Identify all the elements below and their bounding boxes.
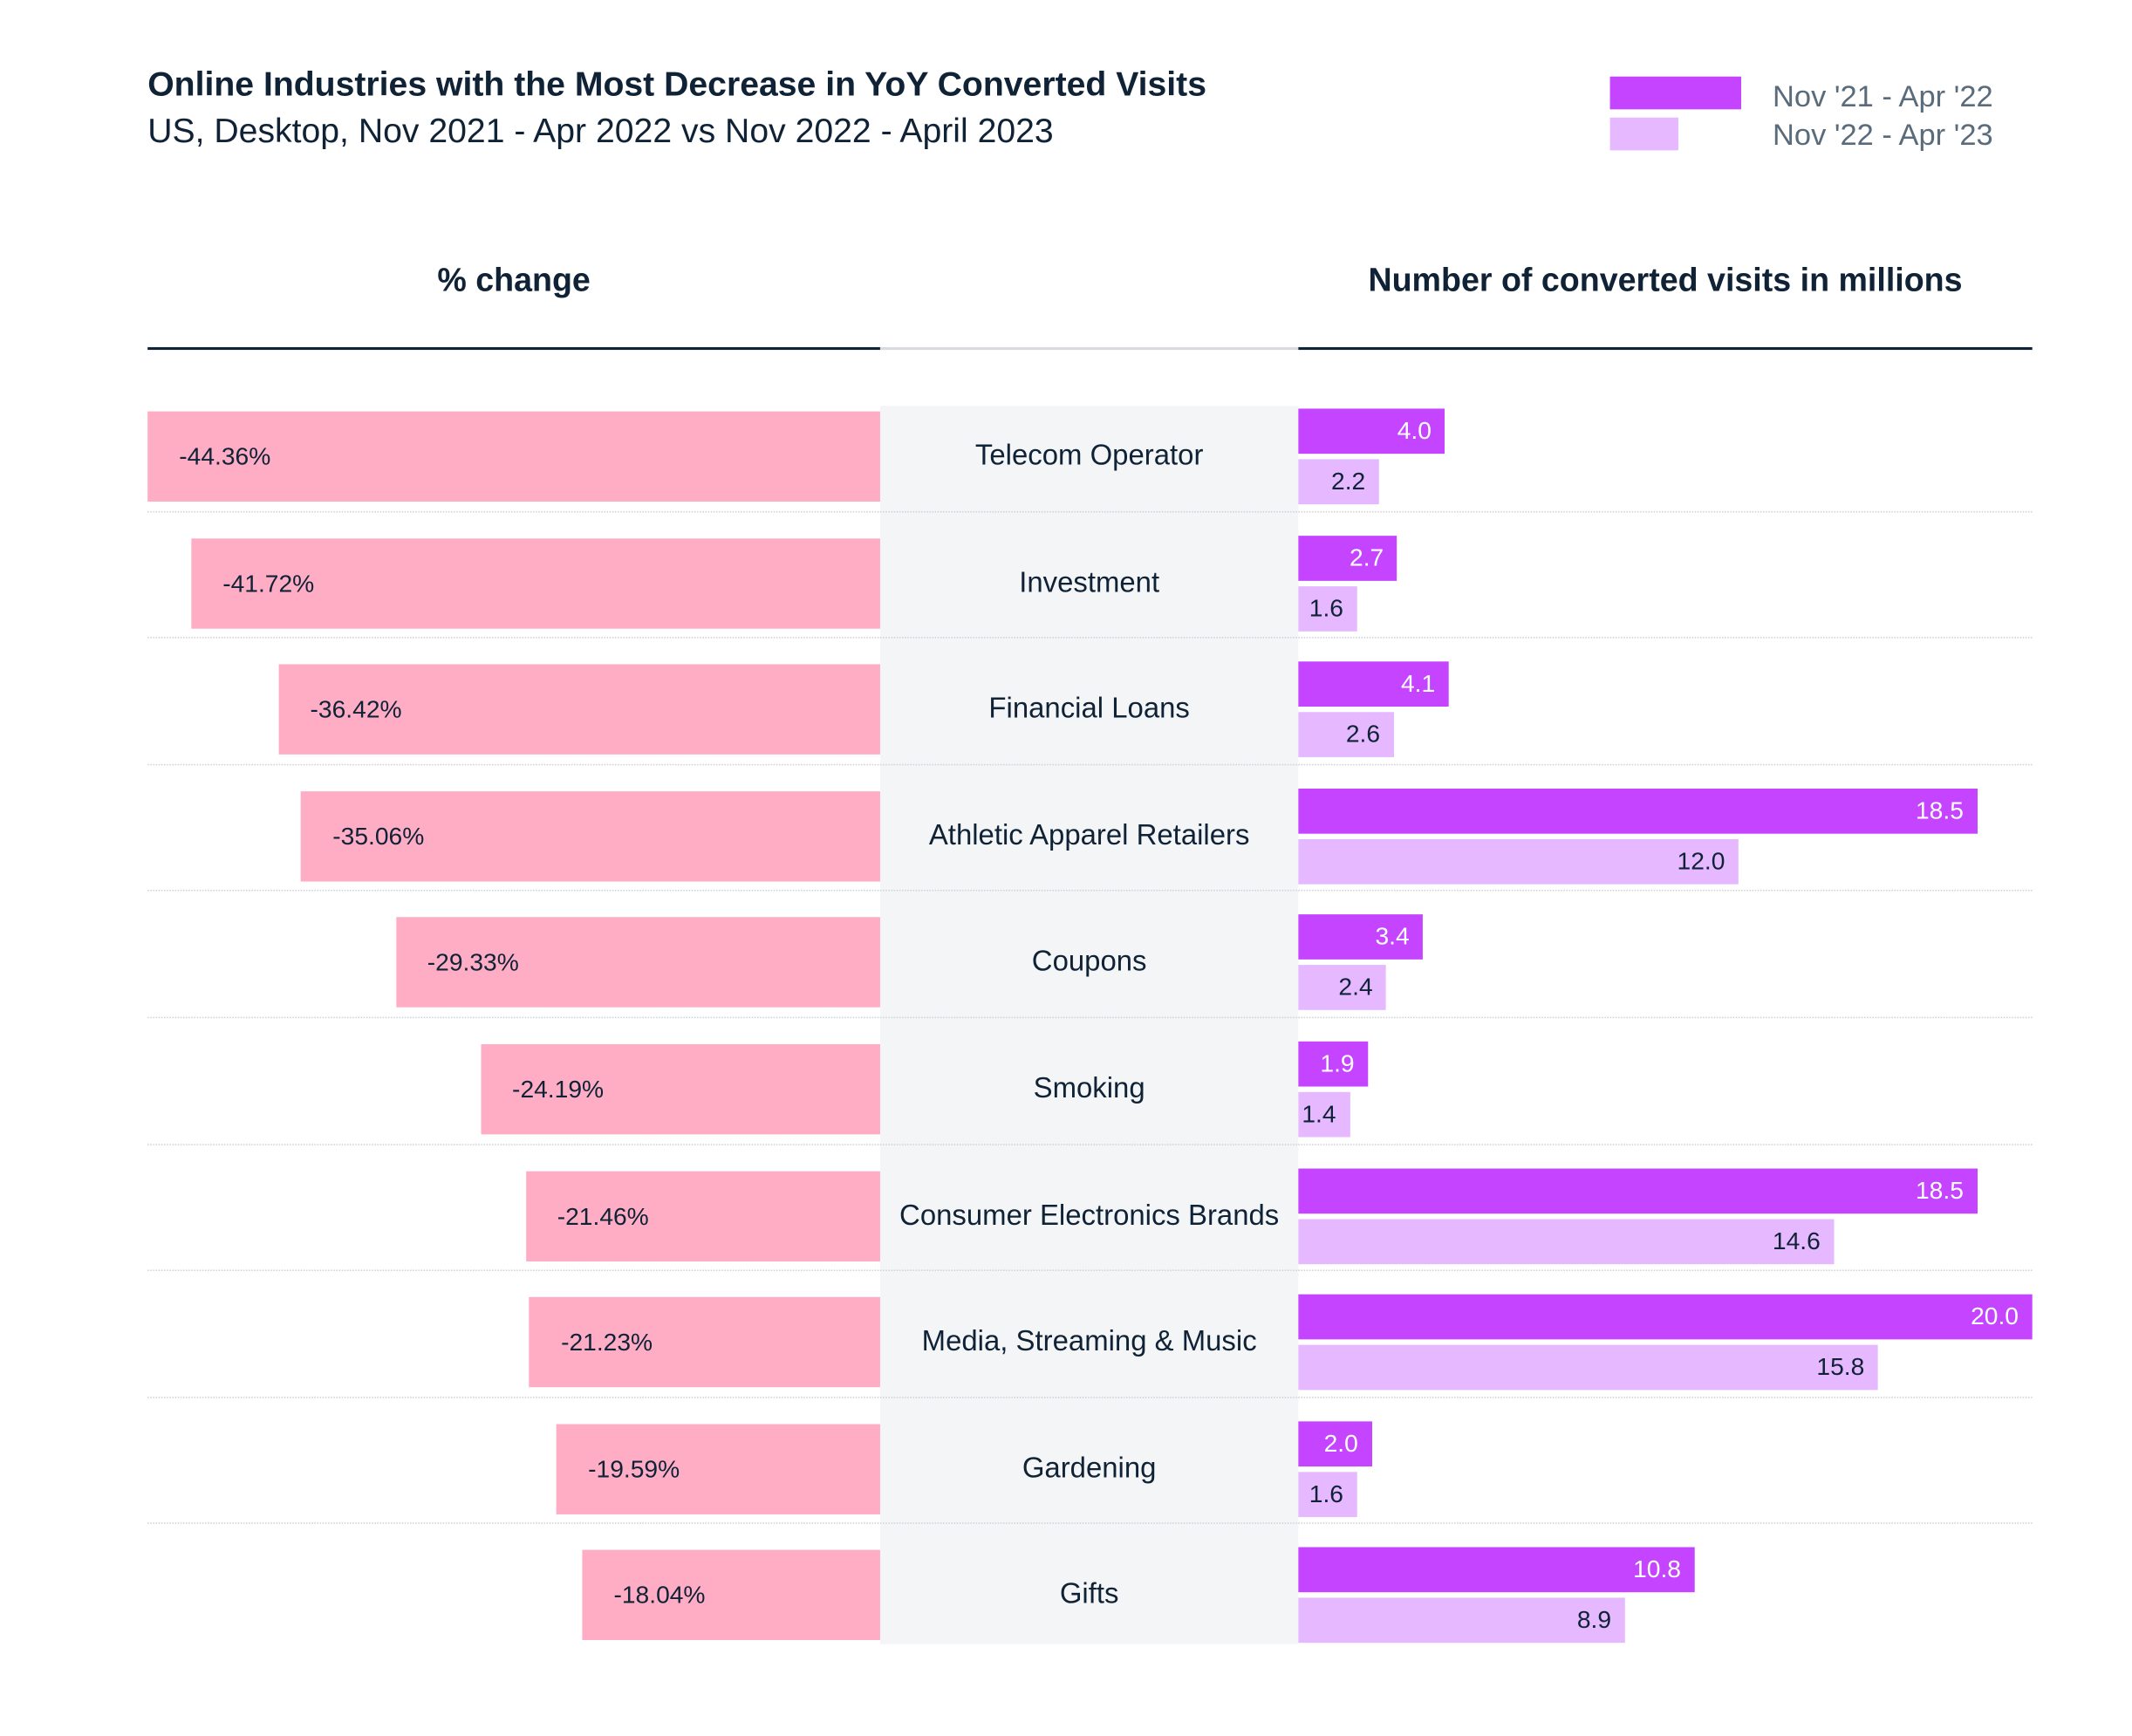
visits-bar-label: 3.4 [1375,923,1410,951]
left-panel-header: % change [437,262,591,300]
pct-change-bar [557,1424,880,1514]
pct-change-label: -18.04% [613,1582,706,1610]
chart-title: Online Industries with the Most Decrease… [147,65,1207,105]
visits-bar-label: 15.8 [1816,1353,1865,1381]
visits-bar-label: 14.6 [1772,1227,1821,1254]
visits-bar-label: 10.8 [1633,1555,1681,1583]
pct-change-label: -41.72% [222,569,315,598]
pct-change-label: -36.42% [310,695,402,724]
visits-bar-label: 20.0 [1971,1302,2019,1330]
visits-bar-series-2: 1.4 [1298,1091,1350,1138]
visits-bar-series-1: 18.5 [1298,1167,1978,1213]
visits-bar-label: 12.0 [1677,847,1725,875]
row-separator [147,1396,2033,1398]
pct-change-label: -24.19% [512,1075,605,1104]
visits-bar-label: 1.6 [1309,1480,1343,1507]
row-separator [147,890,2033,892]
visits-bar-series-1: 2.7 [1298,535,1397,581]
visits-bar-label: 18.5 [1915,1176,1964,1204]
category-label: Athletic Apparel Retailers [928,819,1250,851]
visits-bar-series-2: 15.8 [1298,1344,1878,1391]
legend-swatch-series-2 [1609,117,1678,151]
pct-change-label: -21.46% [557,1202,649,1230]
visits-bar-series-1: 4.1 [1298,661,1449,707]
visits-bar-series-2: 8.9 [1298,1598,1625,1644]
row-separator [147,1269,2033,1272]
pct-change-bar [278,664,880,755]
category-label: Telecom Operator [974,440,1204,472]
header-rule-center [879,346,1299,351]
visits-bar-label: 4.0 [1397,416,1432,445]
visits-bar-label: 8.9 [1576,1606,1612,1634]
visits-bar-label: 2.4 [1338,974,1373,1001]
row-separator [147,1143,2033,1145]
row-separator [147,763,2033,766]
row-separator [147,1016,2033,1019]
pct-change-bar [525,1171,880,1261]
chart-subtitle: US, Desktop, Nov 2021 - Apr 2022 vs Nov … [147,112,1054,151]
visits-bar-series-2: 2.4 [1298,965,1387,1011]
pct-change-bar [395,917,880,1008]
category-label: Media, Streaming & Music [921,1325,1257,1358]
category-column-background [879,406,1299,1644]
visits-bar-label: 4.1 [1400,669,1436,698]
category-label: Gardening [1022,1452,1157,1485]
visits-bar-label: 1.9 [1320,1049,1355,1077]
visits-bar-series-2: 1.6 [1298,1472,1357,1517]
legend-swatch-series-1 [1609,76,1741,110]
visits-bar-series-2: 2.2 [1298,459,1379,505]
visits-bar-label: 2.7 [1350,543,1384,571]
pct-change-bar [582,1550,880,1641]
pct-change-bar [530,1297,880,1388]
visits-bar-series-2: 2.6 [1298,712,1394,758]
category-label: Consumer Electronics Brands [899,1199,1280,1231]
visits-bar-series-1: 10.8 [1298,1548,1695,1593]
pct-change-bar [191,537,880,629]
pct-change-bar [301,790,880,882]
category-label: Gifts [1059,1579,1119,1611]
category-label: Smoking [1033,1072,1145,1104]
pct-change-label: -21.23% [561,1329,653,1357]
visits-bar-label: 2.0 [1323,1429,1358,1457]
legend-label-series-2: Nov '22 - Apr '23 [1773,117,1993,152]
visits-bar-label: 1.6 [1309,593,1343,622]
visits-bar-series-1: 18.5 [1298,788,1978,834]
pct-change-bar [481,1043,880,1135]
row-separator [147,510,2033,512]
visits-bar-label: 2.6 [1345,720,1381,748]
row-separator [147,1522,2033,1525]
header-rule-right [1298,346,2033,351]
right-panel-header: Number of converted visits in millions [1368,262,1963,300]
visits-bar-series-1: 1.9 [1298,1041,1369,1087]
visits-bar-label: 1.4 [1302,1100,1336,1128]
row-separator [147,637,2033,639]
visits-bar-label: 2.2 [1331,467,1366,496]
header-rule-left [147,346,880,351]
pct-change-bar [147,411,880,502]
category-label: Financial Loans [988,693,1190,725]
pct-change-label: -35.06% [332,822,425,851]
visits-bar-series-1: 2.0 [1298,1421,1372,1466]
visits-bar-series-1: 3.4 [1298,914,1424,960]
pct-change-label: -19.59% [588,1455,680,1483]
visits-bar-series-1: 20.0 [1298,1294,2033,1340]
pct-change-label: -44.36% [179,442,271,470]
category-label: Investment [1019,566,1160,598]
visits-bar-series-2: 14.6 [1298,1218,1835,1264]
visits-bar-series-2: 1.6 [1298,585,1357,632]
category-label: Coupons [1031,946,1147,978]
pct-change-label: -29.33% [427,948,519,977]
visits-bar-label: 18.5 [1915,796,1964,824]
visits-bar-series-1: 4.0 [1298,408,1445,455]
visits-bar-series-2: 12.0 [1298,838,1739,885]
legend-label-series-1: Nov '21 - Apr '22 [1773,79,1993,114]
